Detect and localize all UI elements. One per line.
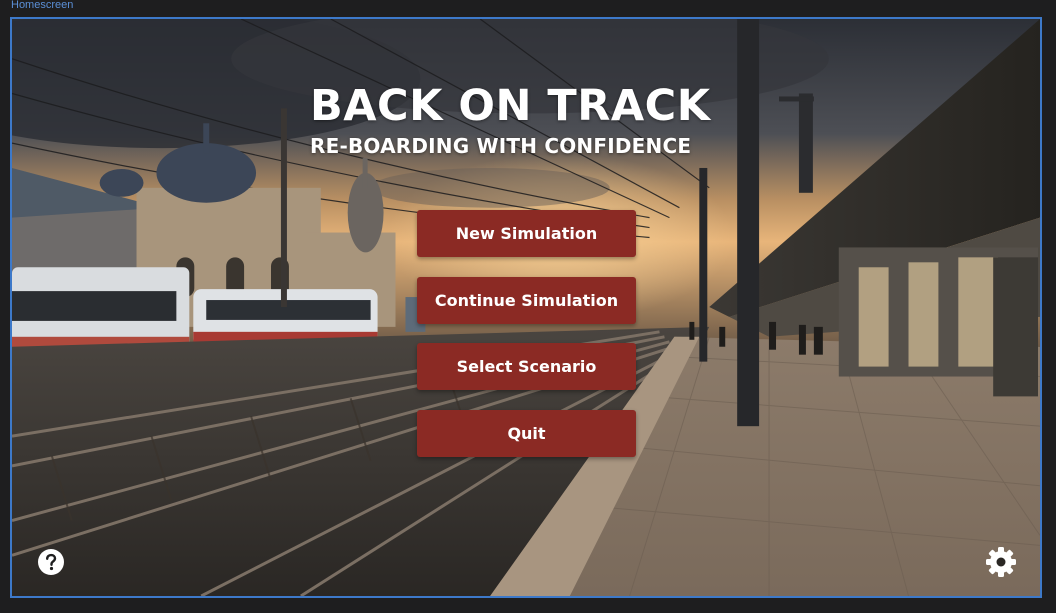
help-button[interactable] <box>37 548 65 576</box>
gear-icon <box>986 547 1016 577</box>
quit-button[interactable]: Quit <box>417 410 636 457</box>
background-station-image <box>12 19 1040 596</box>
continue-simulation-button[interactable]: Continue Simulation <box>417 277 636 324</box>
settings-button[interactable] <box>985 546 1017 578</box>
window-label: Homescreen <box>11 0 74 11</box>
select-scenario-button[interactable]: Select Scenario <box>417 343 636 390</box>
homescreen-viewport: BACK ON TRACK RE-BOARDING WITH CONFIDENC… <box>10 17 1042 598</box>
new-simulation-button[interactable]: New Simulation <box>417 210 636 257</box>
help-circle-icon <box>38 549 64 575</box>
